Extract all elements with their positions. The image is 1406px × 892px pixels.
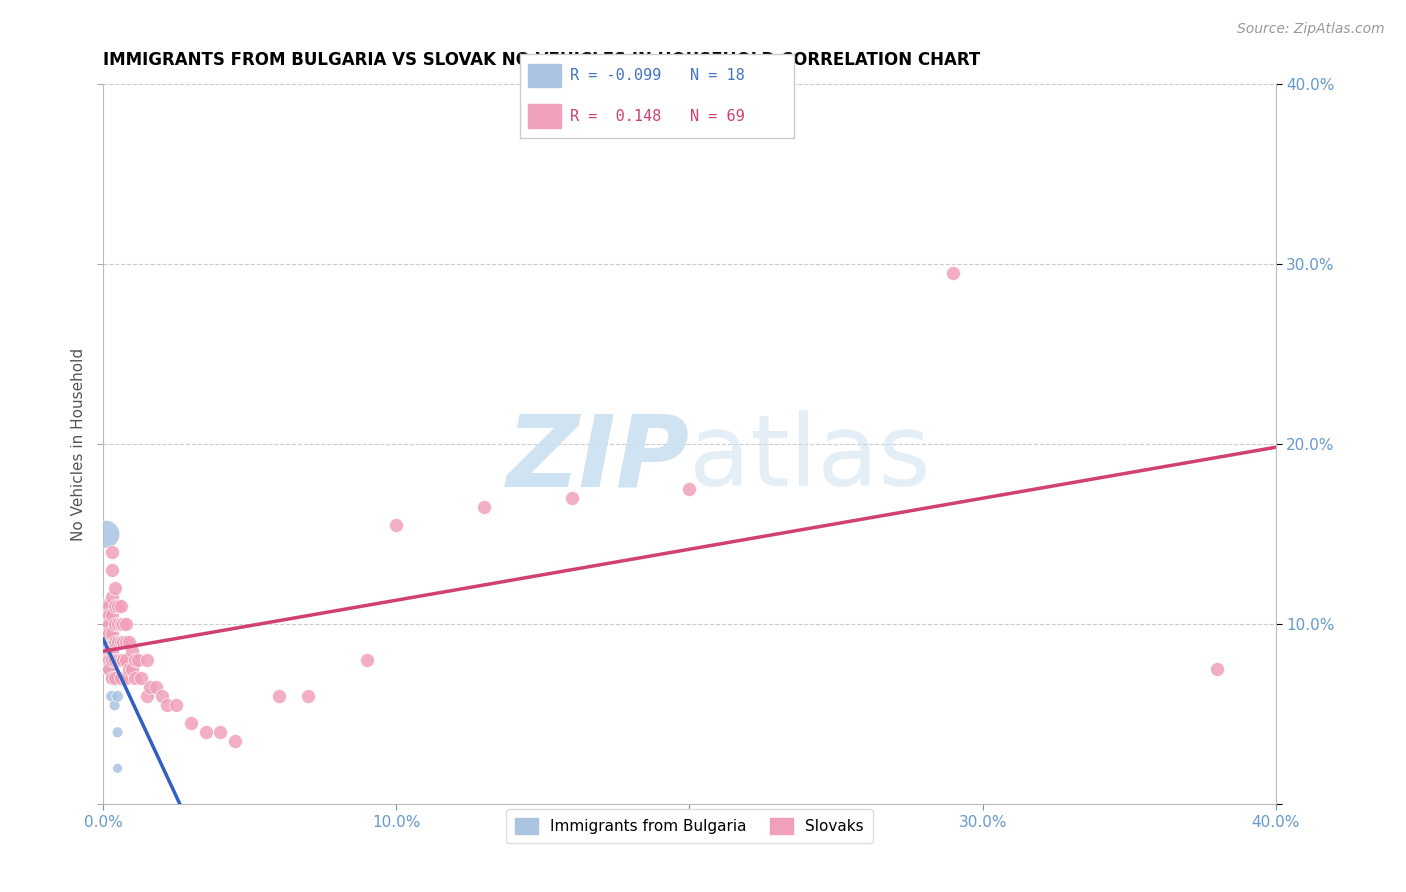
Point [104, 671, 127, 685]
Text: R = -0.099: R = -0.099 [569, 69, 661, 84]
Point [124, 653, 146, 667]
Point [115, 653, 138, 667]
Point [94, 617, 117, 632]
Point [97, 644, 120, 658]
Point [94, 527, 117, 541]
Point [97, 626, 120, 640]
Point [678, 482, 700, 496]
Point [115, 671, 138, 685]
Point [942, 266, 965, 280]
Point [104, 599, 127, 614]
Point [100, 644, 122, 658]
Text: ZIP: ZIP [506, 410, 689, 508]
Point [112, 635, 135, 649]
Point [209, 725, 232, 739]
Point [97, 599, 120, 614]
Point [107, 635, 129, 649]
Point [100, 653, 122, 667]
Point [561, 491, 583, 506]
Point [121, 644, 143, 658]
Point [107, 653, 129, 667]
Point [100, 608, 122, 623]
Point [100, 545, 122, 559]
Point [100, 671, 122, 685]
Point [94, 617, 117, 632]
Point [127, 653, 149, 667]
Point [100, 563, 122, 577]
Point [110, 617, 132, 632]
Point [112, 653, 135, 667]
Point [110, 635, 132, 649]
Point [165, 698, 187, 713]
Point [115, 617, 138, 632]
Legend: Immigrants from Bulgaria, Slovaks: Immigrants from Bulgaria, Slovaks [506, 809, 873, 844]
Point [107, 725, 129, 739]
Point [110, 599, 132, 614]
Y-axis label: No Vehicles in Household: No Vehicles in Household [72, 348, 86, 541]
Point [97, 662, 120, 676]
Point [94, 599, 117, 614]
Bar [529, 104, 561, 128]
Point [97, 608, 120, 623]
Point [97, 608, 120, 623]
Point [107, 690, 129, 704]
Text: atlas: atlas [689, 410, 931, 508]
Point [100, 671, 122, 685]
Point [97, 617, 120, 632]
Point [97, 662, 120, 676]
Point [112, 617, 135, 632]
Point [110, 653, 132, 667]
Point [385, 518, 408, 533]
Point [97, 653, 120, 667]
Bar [529, 63, 561, 87]
Point [118, 662, 141, 676]
Point [100, 626, 122, 640]
Text: Source: ZipAtlas.com: Source: ZipAtlas.com [1237, 22, 1385, 37]
Point [104, 653, 127, 667]
Point [104, 581, 127, 595]
Point [104, 698, 127, 713]
Point [110, 671, 132, 685]
Point [104, 653, 127, 667]
Point [145, 680, 167, 694]
Point [129, 671, 152, 685]
Point [104, 671, 127, 685]
Point [94, 599, 117, 614]
Point [100, 644, 122, 658]
Point [104, 617, 127, 632]
Point [1206, 662, 1229, 676]
Point [150, 690, 173, 704]
Point [94, 608, 117, 623]
Point [267, 690, 290, 704]
Point [135, 690, 157, 704]
Point [118, 635, 141, 649]
Text: IMMIGRANTS FROM BULGARIA VS SLOVAK NO VEHICLES IN HOUSEHOLD CORRELATION CHART: IMMIGRANTS FROM BULGARIA VS SLOVAK NO VE… [103, 51, 980, 69]
Point [100, 635, 122, 649]
Point [139, 680, 162, 694]
Point [100, 591, 122, 605]
Point [124, 671, 146, 685]
Point [115, 635, 138, 649]
Point [107, 599, 129, 614]
Point [107, 761, 129, 775]
Point [356, 653, 378, 667]
Point [104, 635, 127, 649]
Point [94, 626, 117, 640]
Point [97, 626, 120, 640]
Text: N = 18: N = 18 [690, 69, 745, 84]
Point [121, 662, 143, 676]
Point [224, 734, 246, 748]
Point [100, 653, 122, 667]
Point [97, 599, 120, 614]
Point [107, 617, 129, 632]
Point [180, 716, 202, 731]
Point [194, 725, 217, 739]
Point [472, 500, 495, 515]
Point [297, 690, 319, 704]
Text: R =  0.148: R = 0.148 [569, 109, 661, 124]
Point [135, 653, 157, 667]
Point [100, 690, 122, 704]
Point [156, 698, 179, 713]
Text: N = 69: N = 69 [690, 109, 745, 124]
